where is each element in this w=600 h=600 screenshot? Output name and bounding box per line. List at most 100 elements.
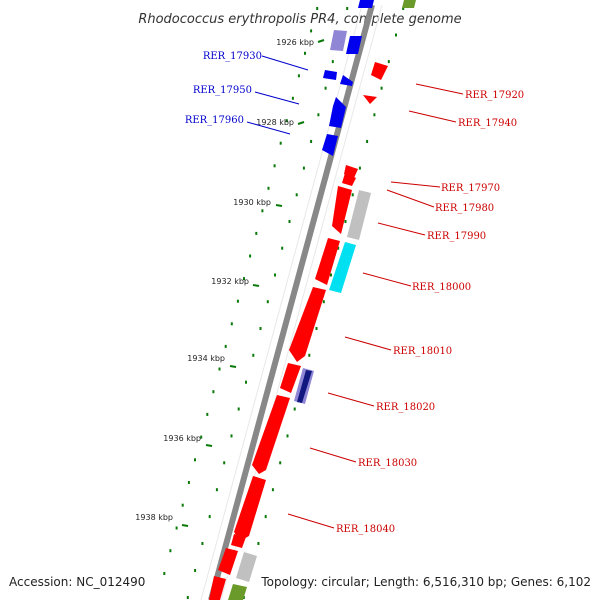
footer-accession-bg <box>0 572 160 592</box>
gene-feature-red-bottom[interactable] <box>209 576 226 600</box>
gene-label-rer17950[interactable]: RER_17950 <box>193 85 252 96</box>
gene-feature-navy[interactable] <box>297 370 312 403</box>
gene-feature-olive-top[interactable] <box>402 0 416 8</box>
gene-label-rer18000[interactable]: RER_18000 <box>412 282 471 293</box>
gene-label-rer18020[interactable]: RER_18020 <box>376 402 435 413</box>
kbp-scale: 1926 kbp 1928 kbp 1930 kbp 1932 kbp 1934… <box>135 38 325 527</box>
outer-ring-dot <box>344 220 347 223</box>
outer-ring-dot <box>293 407 296 411</box>
gene-feature-red-small-2[interactable] <box>218 548 238 575</box>
mid-ring-dot <box>346 7 349 10</box>
inner-ring-dot <box>261 209 264 213</box>
gene-feature-rer17960[interactable] <box>322 134 338 156</box>
outer-ring-dot <box>257 542 260 545</box>
leader-rer17940 <box>408 110 457 123</box>
gene-label-rer18010[interactable]: RER_18010 <box>393 346 452 357</box>
leader-rer18020 <box>327 392 375 407</box>
outer-ring-dot <box>373 113 376 117</box>
gene-feature-red-small-1[interactable] <box>231 534 246 548</box>
footer-topology-bg <box>256 572 596 592</box>
inner-ring-dot <box>169 549 172 553</box>
gene-feature-rer17930b[interactable] <box>340 75 353 86</box>
gene-feature-rer17950[interactable] <box>329 97 346 128</box>
inner-ring-dot <box>212 390 215 394</box>
inner-ring-dot <box>194 458 196 462</box>
gene-feature-rer18020[interactable] <box>280 363 301 393</box>
kbp-tick-1936 <box>205 444 213 447</box>
mid-ring-dot <box>252 353 255 357</box>
leader-rer17930 <box>261 55 309 71</box>
outer-ring-dot <box>279 461 282 465</box>
inner-ring-dot <box>291 96 294 100</box>
gene-label-rer17970[interactable]: RER_17970 <box>441 183 500 194</box>
mid-ring-dot <box>186 596 189 599</box>
gene-feature-gray-2[interactable] <box>236 552 257 582</box>
outer-ring-dot <box>264 515 267 519</box>
gene-label-rer17980[interactable]: RER_17980 <box>435 203 494 214</box>
mid-ring-dot <box>237 407 240 411</box>
gene-feature-blue-top[interactable] <box>358 0 374 8</box>
mid-ring-dot <box>302 166 305 170</box>
gene-labels: RER_17930 RER_17950 RER_17960 RER_17920 … <box>185 51 524 535</box>
leader-rer17980 <box>386 189 435 208</box>
leader-rer18010 <box>344 336 392 351</box>
leader-rer17960 <box>246 121 291 135</box>
gene-label-rer17920[interactable]: RER_17920 <box>465 90 524 101</box>
kbp-label-1936: 1936 kbp <box>163 434 201 443</box>
gene-feature-cyan[interactable] <box>329 242 356 293</box>
outer-ring-dot <box>271 488 274 492</box>
scale-rings <box>163 7 405 599</box>
kbp-label-1930: 1930 kbp <box>233 198 271 207</box>
inner-ring-dot <box>273 164 276 168</box>
gene-feature-rer17990[interactable] <box>332 186 352 234</box>
inner-ring-dot <box>206 412 209 416</box>
gene-feature-rer18040[interactable] <box>234 476 266 541</box>
mid-ring-dot <box>230 434 233 438</box>
outer-ring-dot <box>387 60 390 64</box>
gene-label-rer17990[interactable]: RER_17990 <box>427 231 486 242</box>
leader-rer18030 <box>309 447 357 463</box>
mid-ring-dot <box>288 220 291 223</box>
inner-ring-dot <box>285 119 288 123</box>
kbp-label-1934: 1934 kbp <box>187 354 225 363</box>
gene-feature-purple[interactable] <box>330 30 347 51</box>
gene-feature-rer17980a[interactable] <box>342 173 356 186</box>
kbp-label-1926: 1926 kbp <box>276 38 314 47</box>
leader-rer17970 <box>390 181 441 188</box>
inner-ring-dot <box>243 277 245 281</box>
outer-ring-dot <box>242 596 245 599</box>
outer-ring-dot <box>366 140 369 143</box>
gene-feature-rer18010[interactable] <box>289 287 326 362</box>
gene-feature-rer17930[interactable] <box>323 70 337 80</box>
gene-feature-olive[interactable] <box>228 584 247 600</box>
outer-ring-dot <box>315 327 318 330</box>
backbone-line <box>208 4 375 600</box>
inner-ring-dot <box>218 367 221 371</box>
outer-ring-dot <box>395 33 397 37</box>
mid-ring-dot <box>317 113 320 117</box>
inner-ring-dot <box>187 481 190 484</box>
gene-feature-rer18030[interactable] <box>252 395 290 474</box>
inner-ring-dot <box>297 74 300 78</box>
gene-label-rer17940[interactable]: RER_17940 <box>458 118 517 129</box>
gene-feature-rer18000[interactable] <box>315 238 340 285</box>
leader-rer17950 <box>254 91 300 105</box>
gene-feature-blue-1926[interactable] <box>346 36 362 54</box>
gene-label-rer18040[interactable]: RER_18040 <box>336 524 395 535</box>
gene-feature-gray-1[interactable] <box>347 190 371 240</box>
gene-feature-rer17920[interactable] <box>371 62 388 80</box>
gene-label-rer17960[interactable]: RER_17960 <box>185 115 244 126</box>
gene-feature-rer17940[interactable] <box>363 95 377 104</box>
mid-ring-dot <box>281 246 284 250</box>
kbp-tick-1938 <box>181 524 189 527</box>
gene-label-rer17930[interactable]: RER_17930 <box>203 51 262 62</box>
mid-ring-dot <box>274 273 276 277</box>
mid-ring-dot <box>324 86 327 90</box>
kbp-label-1938: 1938 kbp <box>135 513 173 522</box>
inner-ring-dot <box>200 435 203 439</box>
inner-ring-dot <box>181 503 184 507</box>
gene-label-rer18030[interactable]: RER_18030 <box>358 458 417 469</box>
outer-ring-dot <box>337 246 340 250</box>
